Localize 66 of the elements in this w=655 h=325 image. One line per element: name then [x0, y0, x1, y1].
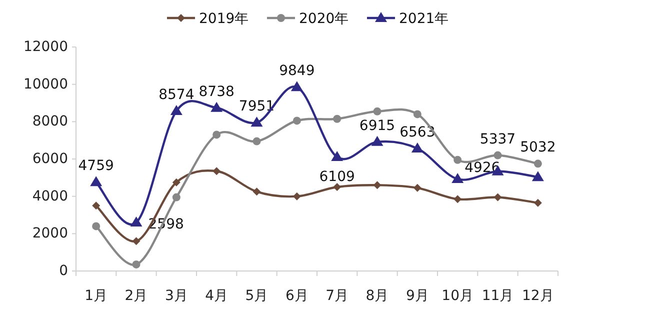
point [90, 176, 102, 186]
point [411, 142, 424, 152]
legend-label: 2021年 [399, 11, 449, 27]
data-label: 5032 [520, 140, 556, 156]
x-tick-label: 9月 [406, 288, 429, 304]
point [532, 171, 544, 182]
point [212, 167, 221, 176]
data-label: 6109 [319, 168, 355, 185]
legend-label: 2020年 [299, 11, 349, 27]
point [172, 193, 180, 202]
point [292, 192, 301, 200]
point [331, 150, 344, 161]
data-label: 9849 [279, 63, 315, 80]
point [130, 216, 142, 227]
x-tick-label: 7月 [326, 288, 349, 304]
point [132, 237, 140, 246]
point [371, 136, 384, 146]
x-tick-label: 6月 [285, 288, 308, 304]
y-tick-label: 4000 [32, 188, 68, 204]
x-tick-label: 12月 [522, 288, 554, 304]
data-label: 8738 [198, 84, 234, 100]
y-tick-label: 6000 [32, 151, 68, 167]
x-tick-label: 5月 [245, 288, 268, 304]
point [333, 114, 342, 123]
point [494, 151, 502, 160]
point [534, 198, 542, 207]
point [333, 183, 342, 191]
point [534, 160, 542, 168]
data-label: 4759 [78, 158, 114, 174]
y-tick-label: 10000 [23, 76, 68, 92]
y-tick-label: 12000 [23, 39, 68, 55]
point [413, 184, 422, 192]
x-tick-label: 2月 [124, 288, 148, 304]
point [172, 178, 180, 186]
point [454, 156, 462, 164]
x-tick-label: 4月 [205, 288, 228, 304]
point [413, 110, 422, 118]
data-label: 8574 [158, 86, 194, 103]
point [292, 116, 301, 125]
legend-label: 2019年 [199, 11, 249, 27]
data-label: 6915 [359, 118, 396, 134]
point [170, 104, 182, 115]
y-tick-label: 2000 [32, 226, 68, 242]
point [373, 181, 382, 190]
point [250, 116, 263, 127]
y-tick-label: 0 [59, 263, 68, 279]
point [252, 137, 261, 146]
point [494, 193, 502, 202]
point [373, 107, 382, 116]
point [454, 195, 462, 204]
x-tick-label: 11月 [482, 288, 514, 304]
x-tick-label: 10月 [442, 288, 474, 304]
point [452, 173, 464, 184]
point [92, 222, 100, 230]
y-tick-label: 8000 [32, 114, 68, 130]
point [132, 260, 140, 268]
point [252, 188, 261, 196]
point [210, 102, 223, 112]
x-tick-label: 8月 [366, 288, 389, 304]
point [92, 202, 100, 210]
x-tick-label: 3月 [164, 288, 188, 304]
data-label: 5337 [480, 131, 516, 148]
x-tick-label: 1月 [84, 288, 108, 304]
data-label: 7951 [238, 98, 275, 115]
point [290, 81, 303, 92]
point [212, 130, 221, 139]
